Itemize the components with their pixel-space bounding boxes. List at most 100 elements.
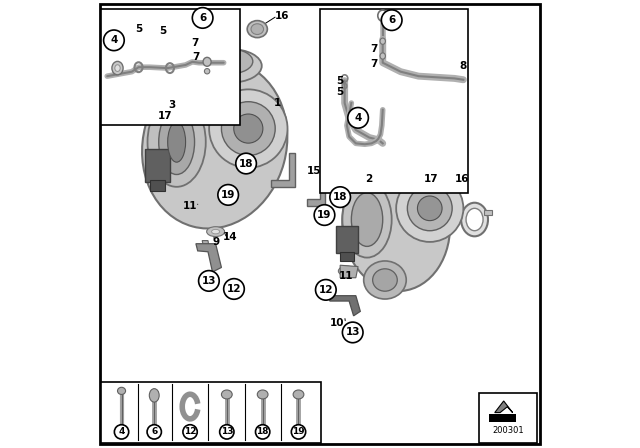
Text: 14: 14 bbox=[223, 233, 237, 242]
Ellipse shape bbox=[466, 208, 483, 231]
Circle shape bbox=[147, 425, 161, 439]
Polygon shape bbox=[202, 241, 217, 254]
Text: 5: 5 bbox=[337, 87, 344, 97]
Bar bbox=[484, 210, 493, 215]
Ellipse shape bbox=[212, 229, 220, 234]
Bar bbox=[340, 252, 354, 261]
Bar bbox=[320, 9, 468, 193]
Circle shape bbox=[316, 280, 336, 300]
Text: 12: 12 bbox=[227, 284, 241, 294]
Text: 7: 7 bbox=[370, 44, 378, 54]
Circle shape bbox=[104, 30, 124, 51]
Text: 19: 19 bbox=[317, 210, 332, 220]
Text: 11: 11 bbox=[183, 201, 197, 211]
Ellipse shape bbox=[199, 49, 262, 83]
Ellipse shape bbox=[396, 175, 463, 242]
Text: 6: 6 bbox=[151, 427, 157, 436]
Bar bbox=[101, 9, 240, 125]
Text: 1: 1 bbox=[274, 98, 281, 108]
Ellipse shape bbox=[148, 97, 206, 187]
Text: 13: 13 bbox=[346, 327, 360, 337]
Text: 200301: 200301 bbox=[492, 426, 524, 435]
Ellipse shape bbox=[234, 114, 263, 143]
Circle shape bbox=[314, 205, 335, 225]
Ellipse shape bbox=[342, 157, 450, 291]
Bar bbox=[204, 70, 207, 113]
Text: 6: 6 bbox=[199, 13, 206, 23]
Text: 4: 4 bbox=[355, 113, 362, 123]
Ellipse shape bbox=[408, 186, 452, 231]
Ellipse shape bbox=[208, 49, 253, 73]
Circle shape bbox=[183, 425, 197, 439]
Polygon shape bbox=[196, 244, 221, 272]
Circle shape bbox=[218, 185, 239, 205]
Text: 5: 5 bbox=[337, 76, 344, 86]
Text: 16: 16 bbox=[455, 174, 470, 184]
Circle shape bbox=[381, 10, 402, 30]
Ellipse shape bbox=[364, 261, 406, 299]
Ellipse shape bbox=[351, 193, 383, 246]
Ellipse shape bbox=[343, 269, 351, 273]
Text: 17: 17 bbox=[424, 174, 438, 184]
Ellipse shape bbox=[339, 266, 355, 276]
Text: 8: 8 bbox=[460, 61, 467, 71]
Ellipse shape bbox=[115, 65, 120, 72]
Ellipse shape bbox=[247, 21, 268, 38]
Circle shape bbox=[224, 279, 244, 299]
Circle shape bbox=[220, 425, 234, 439]
Polygon shape bbox=[307, 170, 325, 206]
Text: 4: 4 bbox=[118, 427, 125, 436]
Ellipse shape bbox=[257, 390, 268, 399]
Ellipse shape bbox=[380, 38, 385, 44]
Circle shape bbox=[348, 108, 369, 128]
Text: 7: 7 bbox=[192, 52, 199, 62]
Ellipse shape bbox=[149, 388, 159, 402]
Circle shape bbox=[193, 8, 213, 28]
Ellipse shape bbox=[342, 181, 392, 258]
Circle shape bbox=[236, 153, 257, 174]
Text: 18: 18 bbox=[239, 159, 253, 168]
Circle shape bbox=[115, 425, 129, 439]
Ellipse shape bbox=[168, 122, 186, 162]
Ellipse shape bbox=[142, 60, 287, 228]
Bar bbox=[101, 382, 321, 443]
Polygon shape bbox=[329, 296, 360, 316]
Bar bbox=[336, 226, 358, 253]
Text: 7: 7 bbox=[370, 59, 378, 69]
Text: 2: 2 bbox=[365, 174, 372, 184]
Circle shape bbox=[198, 271, 220, 291]
Ellipse shape bbox=[203, 57, 211, 66]
Text: 15: 15 bbox=[307, 166, 321, 176]
Text: 17: 17 bbox=[158, 112, 173, 121]
Ellipse shape bbox=[417, 196, 442, 221]
Bar bbox=[145, 149, 170, 182]
Ellipse shape bbox=[372, 269, 397, 291]
Ellipse shape bbox=[461, 202, 488, 237]
Ellipse shape bbox=[209, 90, 287, 168]
Polygon shape bbox=[340, 265, 358, 278]
Text: 13: 13 bbox=[202, 276, 216, 286]
Ellipse shape bbox=[204, 69, 210, 74]
Bar bbox=[150, 180, 166, 191]
Text: 13: 13 bbox=[221, 427, 233, 436]
Text: 10: 10 bbox=[330, 319, 344, 328]
Ellipse shape bbox=[293, 390, 304, 399]
Text: 6: 6 bbox=[388, 15, 396, 25]
Ellipse shape bbox=[159, 109, 195, 174]
Text: 18: 18 bbox=[333, 192, 348, 202]
Text: 5: 5 bbox=[159, 26, 167, 36]
Polygon shape bbox=[495, 401, 513, 413]
Ellipse shape bbox=[207, 227, 225, 237]
Text: 11: 11 bbox=[339, 271, 353, 280]
Circle shape bbox=[342, 322, 363, 343]
Ellipse shape bbox=[251, 24, 264, 34]
Circle shape bbox=[330, 187, 351, 207]
Text: 3: 3 bbox=[168, 100, 176, 110]
Text: 12: 12 bbox=[319, 285, 333, 295]
Text: 18: 18 bbox=[257, 427, 269, 436]
Text: 9: 9 bbox=[212, 237, 220, 247]
Circle shape bbox=[291, 425, 306, 439]
Text: 19: 19 bbox=[221, 190, 236, 200]
Text: 19: 19 bbox=[292, 427, 305, 436]
Ellipse shape bbox=[221, 102, 275, 155]
